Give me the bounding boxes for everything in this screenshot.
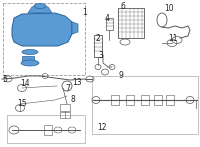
Polygon shape	[28, 5, 52, 13]
Ellipse shape	[21, 60, 39, 66]
Text: 2: 2	[95, 34, 100, 42]
Ellipse shape	[34, 4, 46, 9]
Bar	[126, 95, 134, 105]
Text: 5: 5	[2, 75, 7, 83]
Ellipse shape	[22, 50, 38, 55]
Polygon shape	[12, 13, 72, 46]
Text: 12: 12	[97, 122, 107, 132]
Text: 15: 15	[17, 100, 27, 108]
Bar	[22, 56, 34, 60]
Bar	[166, 95, 174, 105]
Polygon shape	[72, 22, 78, 34]
Bar	[7, 115, 85, 143]
Text: 1: 1	[82, 7, 87, 16]
Text: 4: 4	[105, 14, 110, 22]
Bar	[94, 35, 102, 57]
Bar	[154, 95, 162, 105]
Text: 6: 6	[120, 1, 125, 10]
Bar	[92, 76, 198, 134]
Text: 7: 7	[65, 83, 70, 92]
Bar	[106, 18, 113, 30]
Text: 3: 3	[98, 51, 103, 60]
Bar	[60, 112, 70, 118]
Bar	[111, 95, 119, 105]
Bar	[141, 95, 149, 105]
Bar	[118, 8, 144, 38]
Bar	[44, 125, 52, 135]
Text: 9: 9	[118, 71, 123, 80]
Text: 8: 8	[70, 96, 75, 105]
Bar	[60, 104, 70, 111]
Text: 11: 11	[168, 34, 178, 42]
Text: 14: 14	[20, 78, 30, 87]
Text: 13: 13	[72, 77, 82, 86]
Text: 10: 10	[164, 4, 174, 12]
Bar	[3, 3, 85, 75]
